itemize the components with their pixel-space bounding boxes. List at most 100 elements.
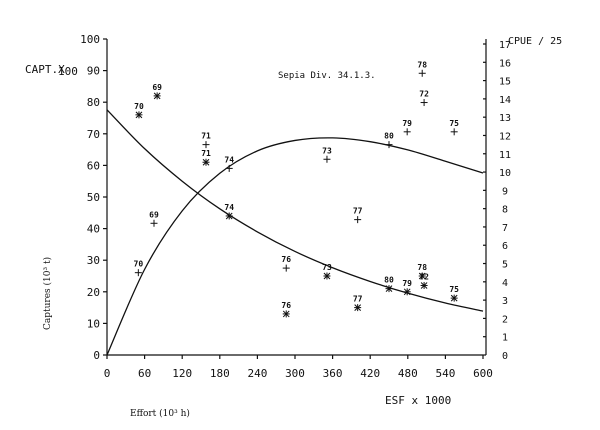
- cpue-point: 70: [134, 260, 144, 277]
- point-label: 75: [449, 119, 459, 128]
- left-y-tick-label: 60: [87, 159, 100, 172]
- point-label: 72: [419, 272, 429, 281]
- marker-stroke: [403, 288, 411, 296]
- point-label: 79: [402, 279, 412, 288]
- marker-stroke: [225, 212, 233, 220]
- point-label: 69: [149, 210, 159, 219]
- right-y-tick-label: 12: [499, 131, 511, 142]
- x-axis-label: ESF x 1000: [385, 394, 451, 407]
- marker-stroke: [420, 282, 428, 289]
- left-y-tick-label: 50: [87, 191, 100, 204]
- marker-stroke: [354, 304, 362, 311]
- left-y-tick-label: 70: [87, 128, 100, 141]
- marker-stroke: [135, 111, 143, 119]
- point-label: 78: [417, 60, 427, 69]
- point-label: 80: [384, 276, 394, 285]
- capture-point: 78: [417, 263, 427, 280]
- left-y-tick-label: 100: [80, 33, 100, 46]
- cpue-point: 80: [384, 132, 394, 149]
- cpue-point: 79: [402, 119, 412, 136]
- left-y-tick-label: 10: [87, 317, 100, 330]
- axes: 0 60 120 180 240 300 360 420 480 540 6000102030405…: [80, 33, 511, 380]
- cpue-point: 73: [322, 146, 332, 163]
- right-y-tick-label: 1: [502, 333, 508, 344]
- capture-point: 80: [384, 276, 394, 293]
- point-label: 72: [419, 90, 429, 99]
- y-axis-title: Captures (10³ t): [42, 257, 53, 330]
- chart-title: Sepia Div. 34.1.3.: [278, 71, 376, 81]
- right-y-tick-label: 14: [499, 95, 511, 106]
- capture-point: 75: [449, 285, 459, 302]
- right-y-tick-label: 4: [502, 278, 508, 289]
- point-label: 70: [134, 102, 144, 111]
- x-tick-label: 0: [104, 367, 111, 380]
- point-label: 76: [281, 255, 291, 264]
- right-y-tick-label: 10: [499, 168, 511, 179]
- right-y-tick-label: 9: [502, 186, 508, 197]
- point-label: 79: [402, 119, 412, 128]
- x-tick-label: 360: [323, 367, 343, 380]
- point-label: 70: [134, 260, 144, 269]
- cpue-curve: [106, 109, 484, 312]
- x-tick-label: 240: [247, 367, 267, 380]
- cpue-point: 69: [149, 210, 159, 227]
- fitted-curves: [106, 109, 484, 356]
- left-y-tick-label: 90: [87, 65, 100, 78]
- capture-point: 70: [134, 102, 144, 119]
- cpue-point: 78: [417, 60, 427, 77]
- cpue-point: 71: [201, 132, 211, 149]
- right-y-tick-label: 6: [502, 241, 508, 252]
- capture-point: 74: [224, 203, 234, 220]
- right-y-tick-label: 13: [499, 113, 511, 124]
- cpue-point: 75: [449, 119, 459, 136]
- left-y-tick-label: 20: [87, 286, 100, 299]
- right-y-tick-label: 5: [502, 260, 508, 271]
- point-label: 80: [384, 132, 394, 141]
- cpue-point: 72: [419, 90, 429, 107]
- point-label: 75: [449, 285, 459, 294]
- right-y-tick-label: 0: [502, 351, 508, 362]
- x-axis-title: Effort (10³ h): [130, 408, 190, 419]
- x-tick-label: 540: [435, 367, 455, 380]
- marker-stroke: [450, 294, 458, 302]
- capture-point: 77: [353, 295, 363, 312]
- point-label: 71: [201, 132, 211, 141]
- left-y-tick-label: 0: [93, 349, 100, 362]
- right-y-tick-label: 7: [502, 223, 508, 234]
- marker-stroke: [202, 158, 210, 166]
- x-tick-label: 180: [210, 367, 230, 380]
- right-y-tick-label: 3: [502, 296, 508, 307]
- right-y-tick-label: 2: [502, 314, 508, 325]
- capture-point: 73: [322, 263, 332, 280]
- x-tick-label: 420: [360, 367, 380, 380]
- point-label: 77: [353, 207, 363, 216]
- right-y-tick-label: 8: [502, 205, 508, 216]
- marker-stroke: [282, 310, 290, 318]
- point-label: 74: [224, 155, 234, 164]
- stray-label: 100: [58, 65, 78, 78]
- capture-point: 71: [201, 149, 211, 166]
- x-tick-label: 480: [398, 367, 418, 380]
- right-y-tick-label: 15: [499, 77, 511, 88]
- capture-point: 79: [402, 279, 412, 296]
- left-y-tick-label: 30: [87, 254, 100, 267]
- left-y-tick-label: 80: [87, 96, 100, 109]
- capture-point: 72: [419, 272, 429, 289]
- capture-curve: [106, 137, 484, 356]
- point-label: 76: [281, 301, 291, 310]
- point-label: 78: [417, 263, 427, 272]
- capture-point: 76: [281, 301, 291, 318]
- marker-stroke: [323, 272, 331, 280]
- point-label: 77: [353, 295, 363, 304]
- x-tick-label: 600: [473, 367, 493, 380]
- x-tick-label: 300: [285, 367, 305, 380]
- right-y-tick-label: 16: [499, 58, 511, 69]
- marker-stroke: [418, 272, 426, 280]
- capture-point: 69: [152, 83, 162, 100]
- point-label: 74: [224, 203, 234, 212]
- right-axis-label: CPUE / 25: [508, 36, 562, 47]
- marker-stroke: [153, 92, 161, 100]
